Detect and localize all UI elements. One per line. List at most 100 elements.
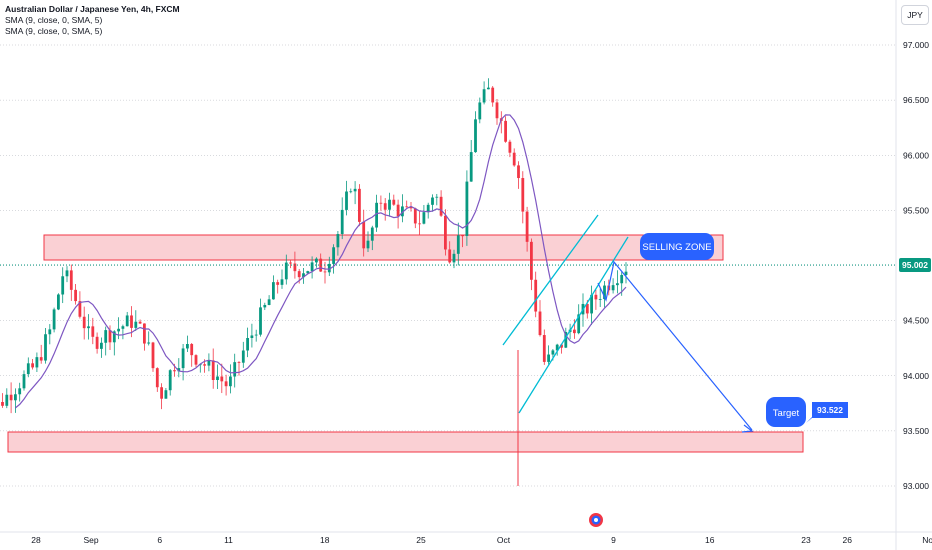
candle bbox=[469, 140, 473, 182]
candle bbox=[353, 181, 357, 205]
candle bbox=[482, 81, 486, 105]
time-tick-label: Nov bbox=[922, 535, 932, 545]
candle bbox=[478, 97, 482, 124]
time-axis[interactable]: 28 Sep 6 11 18 25 Oct 9 16 23 26 Nov bbox=[31, 535, 932, 545]
candle bbox=[57, 293, 60, 311]
candle bbox=[211, 348, 215, 389]
candle bbox=[138, 319, 142, 325]
candle bbox=[560, 344, 563, 354]
candle bbox=[9, 382, 13, 414]
candle bbox=[18, 382, 22, 402]
candle bbox=[91, 317, 95, 345]
candle bbox=[370, 225, 374, 251]
candle bbox=[401, 194, 404, 223]
channel-upper-line bbox=[502, 214, 599, 346]
sma-line bbox=[15, 114, 627, 409]
candle bbox=[431, 194, 434, 212]
candle bbox=[69, 264, 73, 301]
candle bbox=[495, 99, 499, 125]
candle bbox=[276, 279, 280, 294]
candle bbox=[517, 161, 520, 189]
candle bbox=[61, 267, 65, 304]
candle bbox=[112, 330, 116, 356]
candle bbox=[194, 354, 198, 368]
candle bbox=[310, 256, 314, 279]
candle bbox=[95, 332, 99, 354]
candle bbox=[87, 314, 90, 340]
candle bbox=[422, 205, 426, 225]
candle bbox=[233, 353, 237, 388]
candle bbox=[52, 307, 56, 333]
time-tick-label: 18 bbox=[320, 535, 330, 545]
target-price-text: 93.522 bbox=[817, 405, 843, 415]
candle bbox=[302, 267, 305, 284]
candle bbox=[611, 278, 615, 294]
candle bbox=[444, 209, 447, 256]
candle bbox=[349, 188, 353, 194]
candle bbox=[224, 374, 228, 396]
support-zone-box[interactable] bbox=[7, 431, 804, 453]
candle bbox=[542, 329, 546, 365]
candle bbox=[121, 324, 125, 340]
candle bbox=[168, 369, 172, 396]
candle bbox=[229, 364, 232, 394]
candle bbox=[487, 78, 490, 90]
candle bbox=[207, 353, 211, 372]
selling-zone-label: SELLING ZONE bbox=[642, 242, 711, 253]
selling-zone-flag[interactable]: SELLING ZONE bbox=[640, 233, 714, 260]
candle bbox=[504, 116, 507, 143]
candle bbox=[616, 270, 619, 294]
time-tick-label: 16 bbox=[705, 535, 715, 545]
candle bbox=[534, 271, 538, 318]
candle bbox=[78, 291, 82, 319]
candle bbox=[289, 260, 292, 269]
price-tick-label: 93.000 bbox=[903, 481, 929, 491]
currency-button[interactable]: JPY bbox=[901, 5, 929, 25]
price-tick-label: 94.000 bbox=[903, 371, 929, 381]
target-price-badge[interactable]: 93.522 bbox=[806, 402, 848, 423]
projection-path bbox=[597, 260, 753, 431]
selling-zone-box[interactable] bbox=[43, 234, 724, 261]
candle bbox=[151, 341, 155, 372]
candle bbox=[35, 352, 39, 373]
economic-event-icon[interactable] bbox=[589, 513, 603, 527]
price-tick-label: 95.500 bbox=[903, 205, 929, 215]
candle bbox=[358, 184, 361, 227]
candle bbox=[267, 295, 271, 306]
candle bbox=[598, 288, 602, 307]
candle bbox=[284, 254, 288, 285]
candle bbox=[512, 148, 516, 167]
time-tick-label: 11 bbox=[224, 535, 233, 545]
candle bbox=[181, 343, 185, 381]
target-flag[interactable]: Target bbox=[766, 397, 806, 427]
candle bbox=[100, 337, 103, 358]
candle bbox=[525, 206, 529, 252]
indicator-label-1[interactable]: SMA (9, close, 0, SMA, 5) bbox=[5, 15, 103, 25]
time-tick-label: 28 bbox=[31, 535, 41, 545]
candlestick-series bbox=[1, 78, 628, 414]
candle bbox=[22, 370, 26, 391]
candle bbox=[396, 199, 400, 229]
candle bbox=[379, 195, 383, 211]
candle bbox=[147, 331, 151, 346]
price-tick-label: 93.500 bbox=[903, 426, 929, 436]
price-tick-label: 96.500 bbox=[903, 95, 929, 105]
price-tick-label: 97.000 bbox=[903, 40, 929, 50]
candle bbox=[362, 209, 366, 257]
candle bbox=[327, 256, 331, 276]
candle bbox=[366, 231, 370, 252]
candle bbox=[272, 275, 275, 300]
candle bbox=[160, 383, 163, 410]
candle bbox=[413, 207, 417, 229]
candle bbox=[143, 323, 146, 351]
candle bbox=[461, 235, 464, 248]
price-tick-label: 94.500 bbox=[903, 316, 929, 326]
candle bbox=[474, 111, 477, 153]
candle bbox=[624, 262, 628, 284]
candle bbox=[220, 363, 224, 394]
candle bbox=[104, 326, 108, 356]
indicator-label-2[interactable]: SMA (9, close, 0, SMA, 5) bbox=[5, 26, 103, 36]
candle bbox=[465, 170, 469, 246]
candle bbox=[134, 310, 138, 331]
